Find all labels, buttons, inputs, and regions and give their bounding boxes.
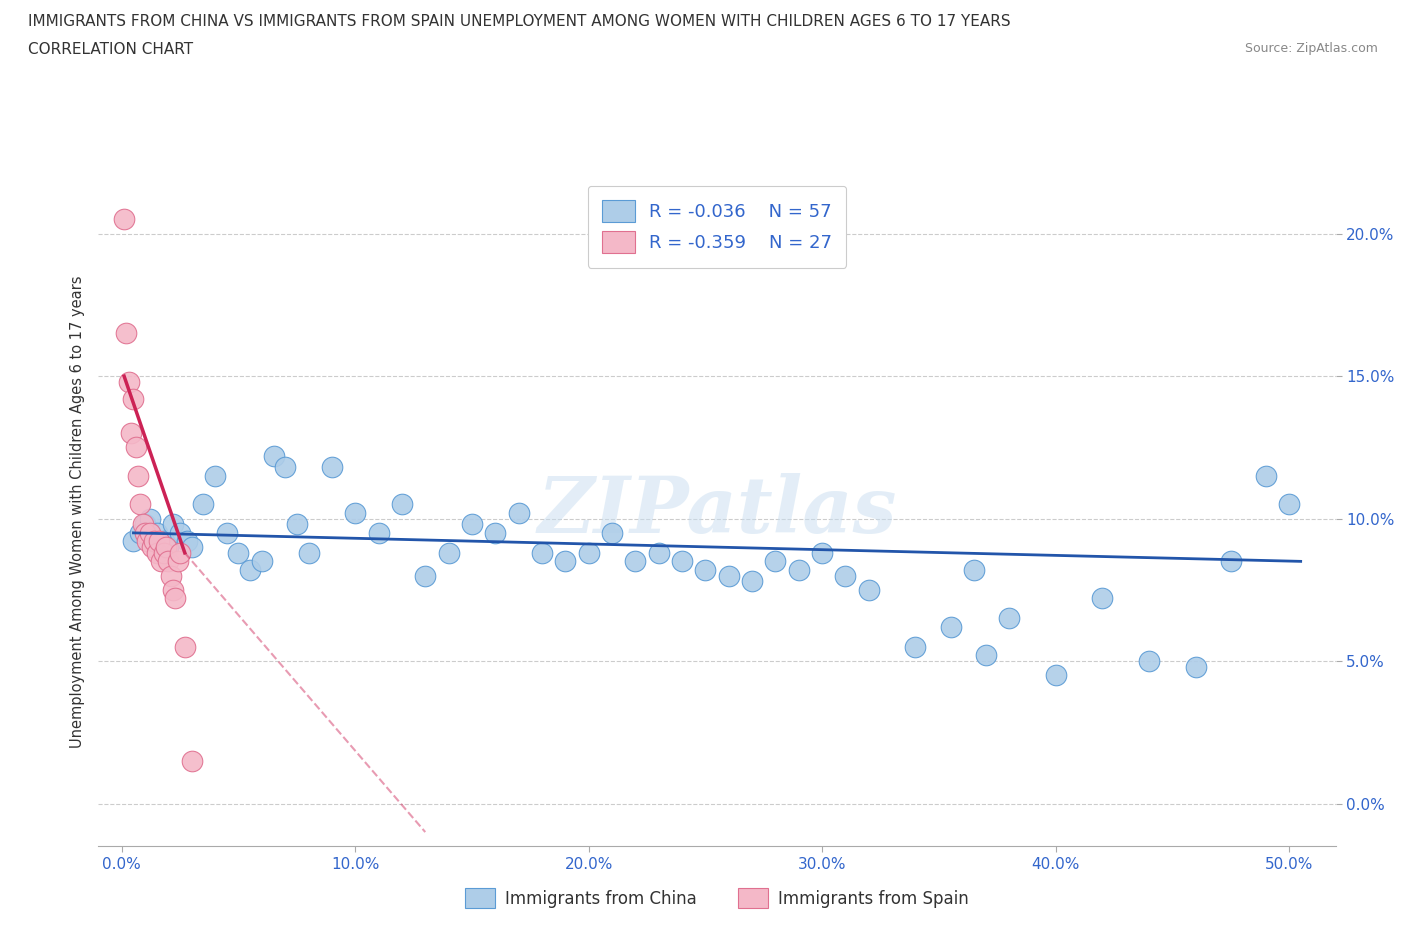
Point bbox=[134, 517, 156, 532]
Point bbox=[176, 534, 198, 549]
Point bbox=[166, 554, 188, 569]
Point bbox=[193, 497, 215, 512]
Point bbox=[1184, 659, 1206, 674]
Point bbox=[141, 539, 163, 554]
Point bbox=[155, 539, 177, 554]
Point bbox=[169, 525, 191, 540]
Point bbox=[695, 563, 717, 578]
Point bbox=[600, 525, 623, 540]
Point bbox=[1254, 469, 1277, 484]
Point bbox=[787, 563, 810, 578]
Point bbox=[129, 525, 152, 540]
Point bbox=[127, 469, 149, 484]
Text: CORRELATION CHART: CORRELATION CHART bbox=[28, 42, 193, 57]
Point bbox=[263, 448, 285, 463]
Point bbox=[120, 426, 142, 441]
Point bbox=[139, 512, 162, 526]
Point bbox=[274, 460, 297, 475]
Point bbox=[811, 545, 834, 560]
Point bbox=[139, 525, 162, 540]
Point bbox=[904, 640, 927, 655]
Point bbox=[169, 545, 191, 560]
Point bbox=[152, 534, 174, 549]
Point bbox=[461, 517, 484, 532]
Point bbox=[391, 497, 413, 512]
Point bbox=[717, 568, 740, 583]
Text: Source: ZipAtlas.com: Source: ZipAtlas.com bbox=[1244, 42, 1378, 55]
Point bbox=[157, 554, 180, 569]
Text: IMMIGRANTS FROM CHINA VS IMMIGRANTS FROM SPAIN UNEMPLOYMENT AMONG WOMEN WITH CHI: IMMIGRANTS FROM CHINA VS IMMIGRANTS FROM… bbox=[28, 14, 1011, 29]
Point bbox=[647, 545, 669, 560]
Point bbox=[239, 563, 262, 578]
Point bbox=[1091, 591, 1114, 605]
Point bbox=[367, 525, 389, 540]
Text: ZIPatlas: ZIPatlas bbox=[537, 473, 897, 550]
Point bbox=[508, 506, 530, 521]
Point bbox=[858, 582, 880, 597]
Point bbox=[152, 545, 174, 560]
Point bbox=[157, 539, 180, 554]
Point bbox=[530, 545, 553, 560]
Point bbox=[173, 640, 195, 655]
Point bbox=[250, 554, 273, 569]
Point bbox=[1137, 654, 1160, 669]
Y-axis label: Unemployment Among Women with Children Ages 6 to 17 years: Unemployment Among Women with Children A… bbox=[69, 275, 84, 748]
Point bbox=[143, 534, 166, 549]
Point bbox=[765, 554, 787, 569]
Point bbox=[180, 753, 202, 768]
Point bbox=[150, 554, 173, 569]
Point bbox=[1278, 497, 1301, 512]
Point bbox=[939, 619, 962, 634]
Point bbox=[554, 554, 576, 569]
Point bbox=[998, 611, 1021, 626]
Point bbox=[215, 525, 238, 540]
Point bbox=[228, 545, 250, 560]
Point bbox=[132, 517, 155, 532]
Point bbox=[122, 392, 145, 406]
Point bbox=[963, 563, 986, 578]
Point bbox=[671, 554, 693, 569]
Point bbox=[165, 591, 187, 605]
Point bbox=[344, 506, 367, 521]
Point bbox=[125, 440, 148, 455]
Point bbox=[122, 534, 145, 549]
Point bbox=[136, 534, 159, 549]
Point bbox=[297, 545, 319, 560]
Point bbox=[118, 375, 141, 390]
Point bbox=[285, 517, 308, 532]
Point bbox=[834, 568, 856, 583]
Point bbox=[1219, 554, 1241, 569]
Point bbox=[204, 469, 226, 484]
Point bbox=[741, 574, 763, 589]
Point bbox=[437, 545, 460, 560]
Point bbox=[146, 525, 169, 540]
Point bbox=[129, 497, 152, 512]
Point bbox=[974, 648, 997, 663]
Point bbox=[162, 582, 184, 597]
Point bbox=[115, 326, 138, 341]
Point bbox=[321, 460, 343, 475]
Point bbox=[159, 568, 181, 583]
Point bbox=[413, 568, 436, 583]
Point bbox=[134, 525, 156, 540]
Point bbox=[112, 212, 135, 227]
Point bbox=[484, 525, 506, 540]
Point bbox=[578, 545, 600, 560]
Point bbox=[146, 545, 169, 560]
Point bbox=[1045, 668, 1067, 683]
Legend: Immigrants from China, Immigrants from Spain: Immigrants from China, Immigrants from S… bbox=[458, 882, 976, 915]
Point bbox=[180, 539, 202, 554]
Point bbox=[162, 517, 184, 532]
Point bbox=[624, 554, 647, 569]
Point bbox=[148, 534, 170, 549]
